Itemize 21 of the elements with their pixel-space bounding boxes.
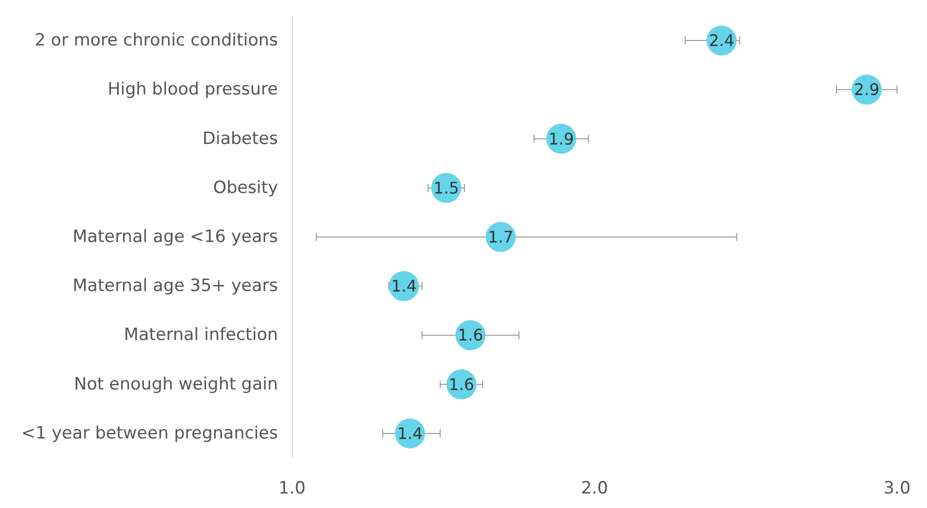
y-tick-label: Maternal age 35+ years [72,276,278,296]
y-tick-label: Maternal age <16 years [72,227,278,247]
data-label: 1.7 [488,228,514,246]
x-tick-label: 2.0 [580,478,608,498]
data-label: 1.4 [391,276,417,296]
x-tick-label: 1.0 [278,478,306,498]
data-label: 2.9 [854,80,880,100]
y-tick-label: Obesity [213,178,278,198]
x-tick-label: 3.0 [883,478,911,498]
data-label: 2.4 [708,31,734,50]
y-tick-label: Maternal infection [124,325,278,346]
data-label: 1.9 [548,129,574,148]
y-tick-label: <1 year between pregnancies [21,423,278,444]
data-label: 1.5 [434,178,459,198]
data-label: 1.4 [397,424,423,443]
y-tick-label: High blood pressure [108,80,278,100]
data-label: 1.6 [448,374,474,394]
y-tick-label: Not enough weight gain [74,374,278,394]
y-tick-label: Diabetes [202,128,278,149]
y-tick-label: 2 or more chronic conditions [34,30,278,51]
data-label: 1.6 [458,326,484,345]
